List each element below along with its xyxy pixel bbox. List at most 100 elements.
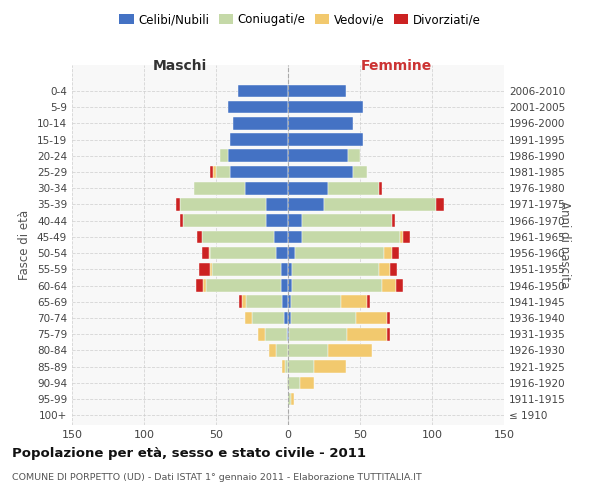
Bar bbox=[403, 230, 410, 243]
Bar bbox=[288, 247, 295, 260]
Bar bbox=[281, 279, 288, 292]
Bar bbox=[288, 166, 353, 178]
Bar bbox=[288, 360, 314, 373]
Bar bbox=[292, 279, 382, 292]
Bar bbox=[199, 263, 210, 276]
Bar bbox=[287, 376, 288, 389]
Bar bbox=[209, 247, 210, 260]
Bar bbox=[239, 296, 242, 308]
Bar bbox=[203, 279, 206, 292]
Bar bbox=[287, 328, 288, 340]
Bar bbox=[288, 279, 292, 292]
Bar bbox=[288, 198, 324, 211]
Bar bbox=[258, 328, 265, 340]
Bar bbox=[196, 279, 203, 292]
Bar bbox=[288, 230, 302, 243]
Bar bbox=[388, 328, 390, 340]
Bar bbox=[353, 166, 367, 178]
Bar bbox=[227, 101, 288, 114]
Bar bbox=[220, 150, 227, 162]
Bar bbox=[210, 166, 213, 178]
Bar bbox=[266, 214, 288, 227]
Bar bbox=[202, 230, 274, 243]
Bar bbox=[212, 263, 281, 276]
Bar bbox=[299, 376, 314, 389]
Bar bbox=[324, 198, 436, 211]
Bar bbox=[288, 214, 302, 227]
Bar bbox=[288, 392, 291, 406]
Bar bbox=[379, 263, 390, 276]
Bar bbox=[202, 247, 209, 260]
Bar bbox=[349, 150, 360, 162]
Bar bbox=[291, 296, 341, 308]
Bar bbox=[285, 360, 288, 373]
Bar bbox=[356, 312, 388, 324]
Bar bbox=[400, 230, 403, 243]
Bar bbox=[206, 279, 281, 292]
Bar bbox=[281, 263, 288, 276]
Bar bbox=[288, 296, 291, 308]
Bar bbox=[246, 296, 282, 308]
Legend: Celibi/Nubili, Coniugati/e, Vedovi/e, Divorziati/e: Celibi/Nubili, Coniugati/e, Vedovi/e, Di… bbox=[115, 8, 485, 31]
Bar bbox=[392, 214, 395, 227]
Text: Femmine: Femmine bbox=[361, 59, 431, 73]
Bar bbox=[328, 344, 371, 356]
Bar bbox=[288, 376, 299, 389]
Bar bbox=[269, 344, 277, 356]
Bar bbox=[245, 182, 288, 194]
Bar bbox=[288, 182, 328, 194]
Bar bbox=[436, 198, 443, 211]
Bar bbox=[292, 263, 379, 276]
Bar bbox=[392, 247, 399, 260]
Bar bbox=[288, 84, 346, 98]
Bar bbox=[288, 344, 328, 356]
Bar bbox=[282, 360, 285, 373]
Bar bbox=[367, 296, 370, 308]
Bar bbox=[288, 312, 291, 324]
Bar bbox=[328, 182, 379, 194]
Bar bbox=[227, 150, 288, 162]
Bar bbox=[233, 117, 288, 130]
Bar bbox=[216, 166, 230, 178]
Bar bbox=[390, 263, 397, 276]
Bar bbox=[183, 214, 266, 227]
Bar bbox=[180, 198, 266, 211]
Bar bbox=[266, 198, 288, 211]
Bar bbox=[282, 296, 288, 308]
Y-axis label: Fasce di età: Fasce di età bbox=[19, 210, 31, 280]
Bar bbox=[347, 328, 388, 340]
Bar bbox=[302, 214, 392, 227]
Bar bbox=[341, 296, 367, 308]
Bar bbox=[176, 198, 180, 211]
Bar bbox=[385, 247, 392, 260]
Bar bbox=[291, 392, 294, 406]
Bar bbox=[180, 214, 183, 227]
Bar bbox=[288, 328, 289, 340]
Bar bbox=[242, 296, 246, 308]
Bar bbox=[210, 263, 212, 276]
Bar bbox=[230, 134, 288, 146]
Bar bbox=[288, 117, 353, 130]
Bar bbox=[396, 279, 403, 292]
Bar bbox=[314, 360, 346, 373]
Bar bbox=[252, 312, 284, 324]
Text: Maschi: Maschi bbox=[153, 59, 207, 73]
Bar bbox=[382, 279, 396, 292]
Bar bbox=[238, 84, 288, 98]
Bar bbox=[274, 230, 288, 243]
Bar bbox=[277, 247, 288, 260]
Bar bbox=[295, 247, 385, 260]
Bar bbox=[284, 312, 288, 324]
Text: Popolazione per età, sesso e stato civile - 2011: Popolazione per età, sesso e stato civil… bbox=[12, 448, 366, 460]
Bar bbox=[194, 182, 245, 194]
Y-axis label: Anni di nascita: Anni di nascita bbox=[558, 202, 571, 288]
Bar bbox=[388, 312, 390, 324]
Bar bbox=[230, 166, 288, 178]
Bar bbox=[289, 328, 347, 340]
Bar bbox=[288, 263, 292, 276]
Bar bbox=[277, 344, 288, 356]
Bar bbox=[265, 328, 287, 340]
Bar bbox=[291, 312, 356, 324]
Bar bbox=[213, 166, 216, 178]
Bar bbox=[245, 312, 252, 324]
